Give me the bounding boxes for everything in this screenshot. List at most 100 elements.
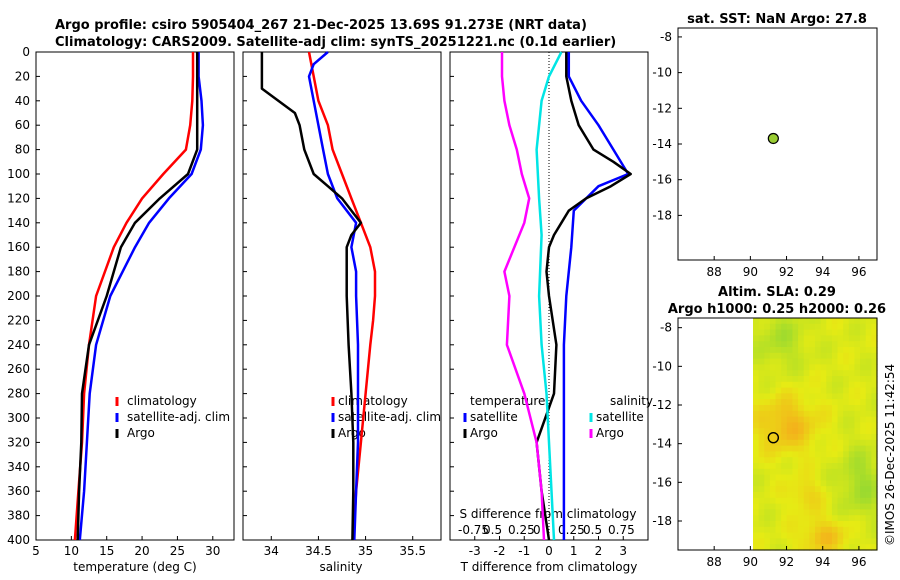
sla-cell <box>775 416 782 423</box>
sla-cell <box>820 323 827 331</box>
sla-cell <box>815 526 822 534</box>
sla-cell <box>809 428 816 435</box>
sla-cell <box>786 381 794 389</box>
sla-cell <box>854 381 861 389</box>
map-ytick-label: -18 <box>652 208 672 222</box>
sla-cell <box>820 341 827 348</box>
sla-cell <box>843 323 850 331</box>
sla-cell <box>809 405 816 412</box>
sla-cell <box>803 347 810 354</box>
sla-cell <box>815 544 822 551</box>
sla-cell <box>798 521 805 528</box>
sla-cell <box>826 463 833 470</box>
sla-cell <box>769 503 777 510</box>
sla-cell <box>826 521 833 528</box>
sla-cell <box>831 428 839 435</box>
sla-cell <box>753 457 760 464</box>
sla-cell <box>809 468 816 476</box>
sla-cell <box>854 335 861 342</box>
sla-cell <box>860 434 867 441</box>
sla-cell <box>837 532 844 539</box>
sla-cell <box>848 474 856 481</box>
sla-cell <box>820 428 827 435</box>
sla-cell <box>865 422 872 429</box>
sla-cell <box>775 445 782 452</box>
ytick-label: 0 <box>22 45 30 59</box>
sla-cell <box>775 381 782 389</box>
sla-cell <box>758 503 765 510</box>
legend-header-salinity: salinity <box>610 394 653 408</box>
sla-cell <box>775 503 782 510</box>
sla-map-panel: Altim. SLA: 0.29 Argo h1000: 0.25 h2000:… <box>652 285 886 569</box>
sla-cell <box>781 515 788 522</box>
ytick-label: 260 <box>7 362 30 376</box>
sla-cell <box>843 468 850 476</box>
sla-cell <box>803 492 810 499</box>
sla-cell <box>792 387 799 394</box>
sla-cell <box>837 428 844 435</box>
sla-cell <box>798 405 805 412</box>
sla-cell <box>826 341 833 348</box>
sla-cell <box>769 335 777 342</box>
sla-cell <box>831 358 839 365</box>
sla-cell <box>860 480 867 487</box>
sla-cell <box>865 463 872 470</box>
sla-cell <box>860 532 867 539</box>
sla-cell <box>843 376 850 383</box>
sla-cell <box>775 341 782 348</box>
sla-cell <box>865 381 872 389</box>
sla-cell <box>860 439 867 447</box>
sla-cell <box>848 544 856 551</box>
sla-cell <box>809 492 816 499</box>
sla-cell <box>848 492 856 499</box>
sla-cell <box>753 329 760 336</box>
map-ytick-label: -14 <box>652 437 672 451</box>
sla-cell <box>815 422 822 429</box>
sla-cell <box>775 405 782 412</box>
sla-cell <box>865 364 872 371</box>
sla-cell <box>820 486 827 493</box>
sla-cell <box>854 492 861 499</box>
ytick-label: 340 <box>7 460 30 474</box>
sla-cell <box>848 352 856 360</box>
sla-cell <box>769 405 777 412</box>
sla-cell <box>826 480 833 487</box>
sla-cell <box>871 515 878 522</box>
series-line-s-argo <box>500 52 546 541</box>
sla-cell <box>809 347 816 354</box>
sla-cell <box>843 515 850 522</box>
sla-cell <box>837 376 844 383</box>
sla-cell <box>786 399 794 406</box>
sla-cell <box>848 358 856 365</box>
sla-cell <box>764 381 771 389</box>
sla-cell <box>769 521 777 528</box>
top-tick-label: 0.25 <box>508 523 535 537</box>
series-line-s-satellite <box>535 51 563 541</box>
sla-cell <box>786 526 794 534</box>
sla-cell <box>815 364 822 371</box>
sla-cell <box>865 474 872 481</box>
watermark-timestamp: ©IMOS 26-Dec-2025 11:42:54 <box>883 364 897 546</box>
sla-cell <box>775 451 782 458</box>
sla-cell <box>871 538 878 545</box>
sla-cell <box>848 526 856 534</box>
sla-cell <box>837 405 844 412</box>
legend-label-s-satellite: satellite <box>596 410 644 424</box>
sla-cell <box>781 352 788 360</box>
sla-cell <box>758 329 765 336</box>
sla-cell <box>758 497 765 505</box>
xtick-label: -1 <box>518 544 530 558</box>
sla-cell <box>753 451 760 458</box>
sla-cell <box>786 451 794 458</box>
sla-cell <box>820 439 827 447</box>
sla-cell <box>843 434 850 441</box>
sla-cell <box>775 521 782 528</box>
sla-cell <box>798 376 805 383</box>
sla-cell <box>837 486 844 493</box>
sla-cell <box>792 515 799 522</box>
sla-cell <box>753 474 760 481</box>
sla-cell <box>798 457 805 464</box>
sla-cell <box>792 538 799 545</box>
sla-cell <box>831 509 839 516</box>
top-tick-label: 0 <box>533 523 541 537</box>
